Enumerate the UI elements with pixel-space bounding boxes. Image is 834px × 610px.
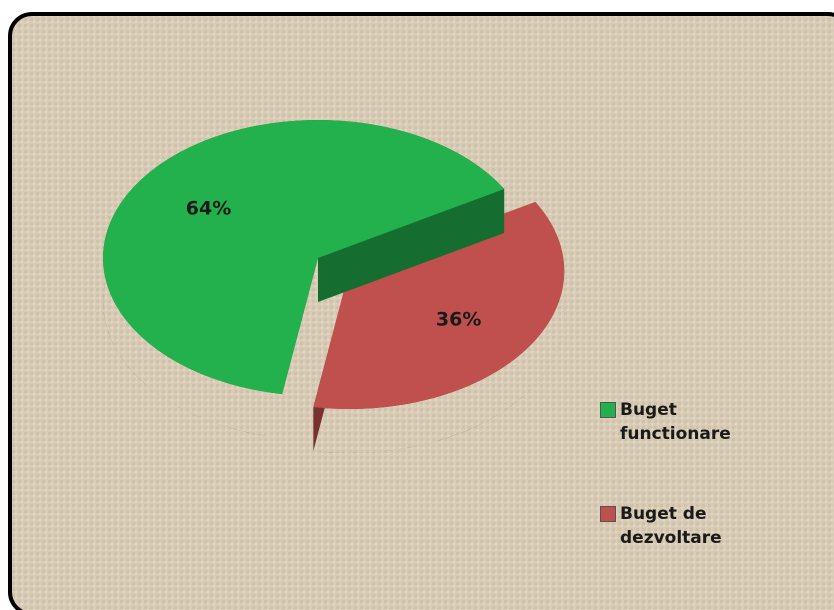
legend-label: Buget de dezvoltare bbox=[620, 504, 722, 548]
data-label: 64% bbox=[186, 198, 231, 220]
slice bbox=[313, 202, 565, 410]
slice bbox=[103, 119, 505, 395]
legend-item: Buget de dezvoltare bbox=[600, 502, 750, 550]
legend-swatch bbox=[600, 506, 616, 522]
legend-label: Buget functionare bbox=[620, 400, 731, 444]
pie bbox=[102, 119, 565, 454]
legend-swatch bbox=[600, 402, 616, 418]
data-label: 36% bbox=[436, 308, 481, 330]
legend-item: Buget functionare bbox=[600, 398, 750, 446]
